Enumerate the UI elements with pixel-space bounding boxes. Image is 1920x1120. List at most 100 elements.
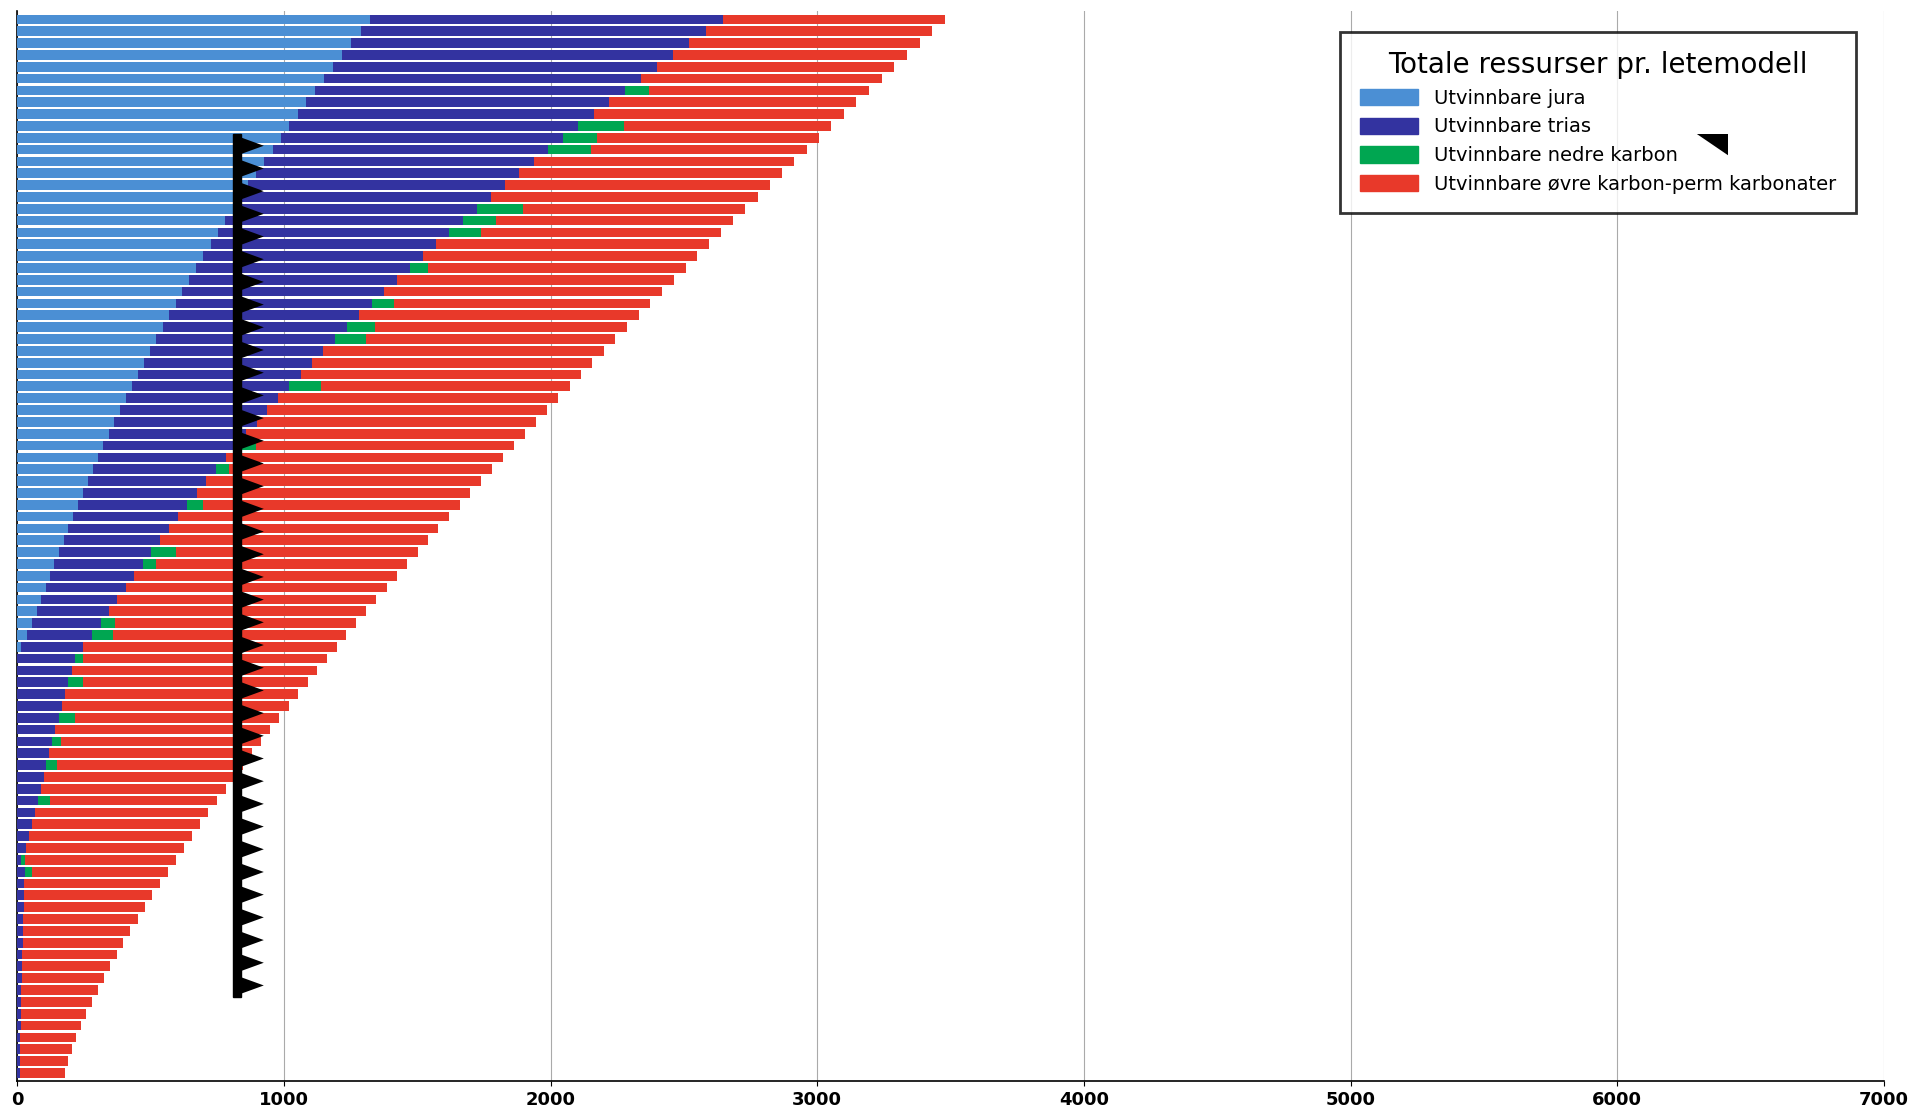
Bar [428, 263, 685, 273]
Bar [117, 595, 376, 605]
Bar [225, 216, 463, 225]
Bar [17, 488, 83, 497]
Bar [722, 15, 945, 25]
Bar [188, 500, 204, 510]
Bar [63, 535, 159, 545]
Bar [17, 571, 50, 580]
Bar [17, 595, 40, 605]
Bar [71, 665, 317, 675]
Bar [38, 796, 50, 805]
Bar [492, 193, 758, 202]
Bar [17, 713, 60, 722]
Bar [17, 323, 163, 332]
Bar [17, 370, 138, 380]
Bar [549, 144, 591, 155]
Bar [61, 701, 288, 711]
Bar [113, 631, 346, 640]
Bar [56, 725, 271, 735]
Bar [17, 796, 38, 805]
Bar [23, 914, 138, 924]
Bar [23, 926, 131, 935]
Bar [109, 429, 246, 439]
Bar [371, 299, 394, 308]
Bar [17, 784, 40, 794]
Bar [17, 914, 23, 924]
Bar [236, 440, 255, 450]
Bar [17, 512, 73, 522]
Bar [591, 144, 806, 155]
Bar [17, 1020, 21, 1030]
Bar [21, 973, 104, 983]
Bar [227, 452, 503, 463]
Bar [336, 334, 367, 344]
Bar [323, 346, 605, 356]
Bar [480, 227, 722, 237]
Bar [707, 27, 933, 36]
Bar [169, 523, 438, 533]
Bar [17, 701, 61, 711]
Bar [17, 429, 109, 439]
Bar [17, 1044, 19, 1054]
Bar [17, 110, 298, 119]
Bar [52, 737, 61, 746]
Bar [50, 796, 217, 805]
Bar [17, 180, 248, 190]
Bar [54, 559, 142, 569]
Bar [321, 382, 570, 391]
Bar [204, 500, 459, 510]
Bar [324, 74, 641, 83]
Bar [152, 548, 177, 557]
Bar [315, 85, 624, 95]
Bar [17, 393, 125, 403]
Bar [23, 903, 144, 912]
Bar [17, 121, 290, 131]
Bar [228, 465, 492, 474]
Bar [177, 548, 417, 557]
Bar [17, 760, 46, 769]
Bar [672, 50, 906, 59]
Bar [33, 618, 100, 628]
Bar [25, 867, 33, 877]
Bar [307, 97, 609, 108]
Bar [125, 582, 386, 592]
Bar [17, 334, 156, 344]
Bar [104, 440, 236, 450]
Bar [17, 357, 144, 367]
Bar [17, 168, 257, 178]
Bar [17, 678, 69, 687]
Bar [518, 168, 781, 178]
Bar [17, 263, 196, 273]
Bar [21, 986, 98, 995]
Bar [204, 251, 422, 261]
Bar [17, 417, 115, 427]
Bar [267, 405, 547, 414]
Bar [332, 62, 657, 72]
Bar [50, 571, 134, 580]
Bar [177, 299, 371, 308]
Bar [60, 548, 152, 557]
Bar [36, 606, 109, 616]
Bar [17, 820, 33, 829]
Bar [21, 961, 109, 971]
Bar [351, 38, 689, 48]
Bar [25, 843, 184, 852]
Bar [144, 357, 311, 367]
Bar [657, 62, 895, 72]
Bar [17, 548, 60, 557]
Bar [397, 274, 674, 284]
Bar [138, 370, 301, 380]
Bar [17, 287, 182, 297]
Bar [17, 193, 240, 202]
Bar [248, 180, 505, 190]
Bar [83, 488, 196, 497]
Bar [17, 878, 25, 888]
Bar [367, 334, 614, 344]
Bar [422, 251, 697, 261]
Bar [689, 38, 920, 48]
Bar [597, 133, 820, 142]
Bar [23, 950, 117, 960]
Bar [205, 476, 482, 486]
Bar [17, 642, 21, 652]
Bar [40, 784, 225, 794]
Bar [25, 855, 175, 865]
